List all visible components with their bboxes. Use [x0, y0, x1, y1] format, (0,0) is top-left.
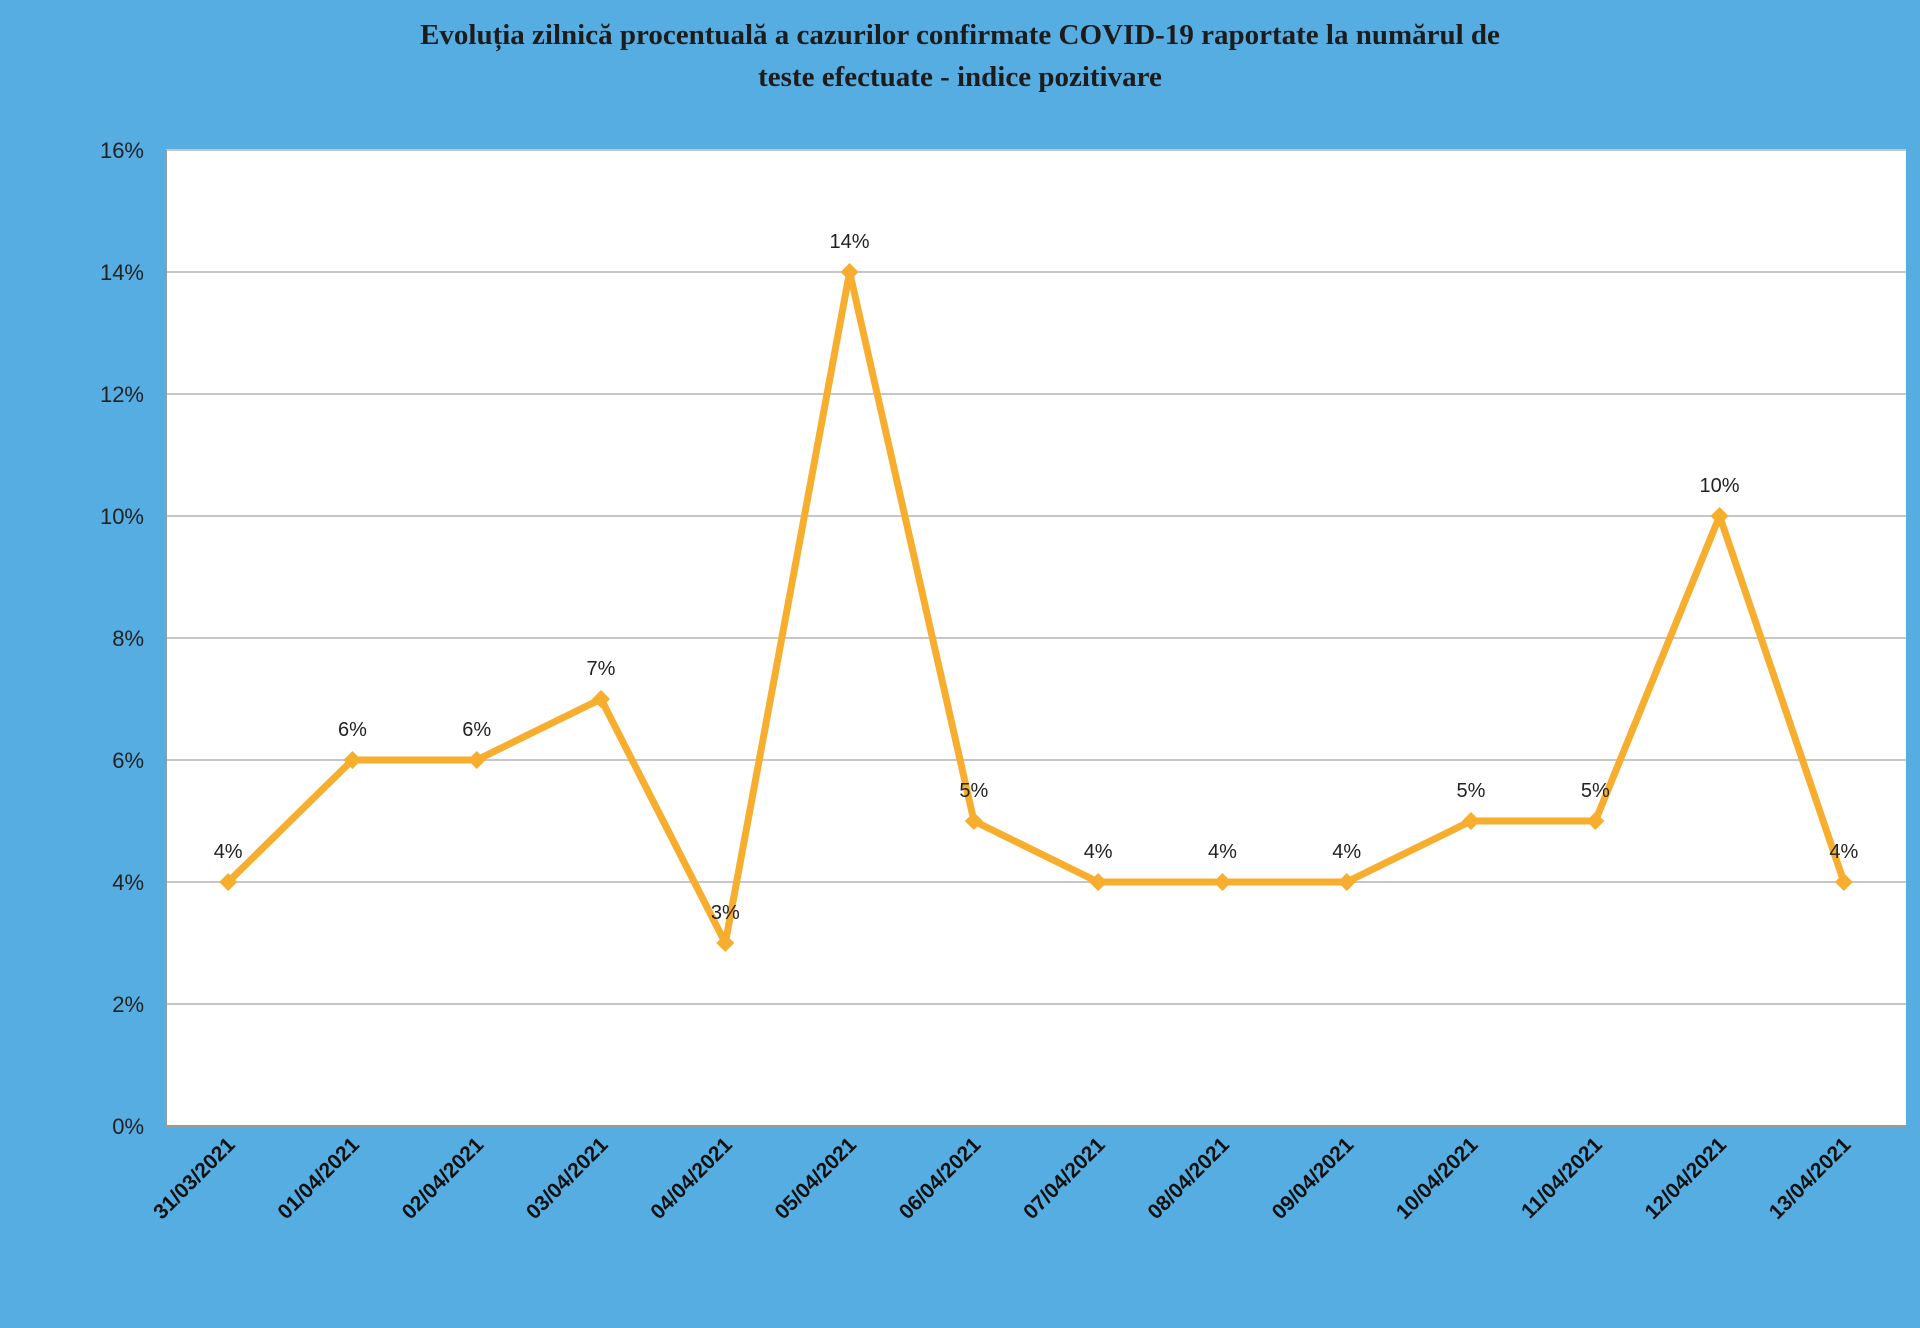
data-point-marker — [1834, 873, 1853, 891]
data-label: 10% — [1700, 475, 1740, 497]
y-tick-label: 2% — [112, 992, 144, 1017]
y-tick-label: 6% — [112, 748, 144, 773]
y-tick-label: 10% — [100, 504, 144, 529]
x-tick-label: 11/04/2021 — [1517, 1133, 1607, 1223]
data-label: 4% — [1332, 841, 1361, 863]
data-label: 5% — [959, 780, 988, 802]
x-tick-label: 04/04/2021 — [646, 1133, 737, 1224]
data-label: 5% — [1581, 780, 1610, 802]
chart-title: Evoluția zilnică procentuală a cazurilor… — [250, 14, 1670, 98]
x-tick-label: 01/04/2021 — [273, 1133, 364, 1224]
data-label: 6% — [462, 719, 491, 741]
y-tick-label: 14% — [100, 260, 144, 285]
data-point-marker — [219, 873, 238, 891]
data-label: 6% — [338, 719, 367, 741]
x-tick-label: 31/03/2021 — [149, 1133, 240, 1224]
y-tick-label: 0% — [112, 1114, 144, 1139]
data-point-marker — [1462, 812, 1480, 830]
x-tick-label: 10/04/2021 — [1392, 1133, 1483, 1224]
x-tick-label: 02/04/2021 — [398, 1133, 489, 1224]
y-tick-label: 12% — [100, 382, 144, 407]
y-axis: 0% 2% 4% 6% 8% 10% 12% 14% 16% — [100, 138, 1906, 1139]
y-tick-label: 16% — [100, 138, 144, 163]
series-group — [219, 263, 1853, 952]
x-tick-label: 13/04/2021 — [1765, 1133, 1856, 1224]
data-point-marker — [1586, 812, 1605, 830]
data-label: 4% — [1829, 841, 1858, 863]
data-point-marker — [716, 934, 735, 952]
chart-title-line-1: Evoluția zilnică procentuală a cazurilor… — [420, 19, 1500, 51]
y-tick-label: 8% — [112, 626, 144, 651]
data-point-marker — [964, 812, 983, 830]
series-line — [224, 268, 1848, 947]
data-point-marker — [343, 751, 362, 769]
chart-title-line-2: teste efectuate - indice pozitivare — [758, 61, 1162, 93]
data-labels: 4% 6% 6% 7% 3% 14% 5% 4% 4% 4% 5% 5% 10% 4% — [214, 231, 1859, 924]
data-point-marker — [1337, 873, 1356, 891]
data-point-marker — [840, 263, 859, 281]
x-tick-label: 08/04/2021 — [1143, 1133, 1234, 1224]
data-point-marker — [1213, 873, 1232, 891]
x-tick-label: 09/04/2021 — [1268, 1133, 1359, 1224]
data-label: 3% — [711, 902, 740, 924]
data-label: 4% — [1084, 841, 1113, 863]
data-point-marker — [1710, 507, 1729, 525]
data-point-marker — [592, 690, 610, 708]
data-label: 5% — [1457, 780, 1486, 802]
y-tick-label: 4% — [112, 870, 144, 895]
data-label: 7% — [587, 658, 616, 680]
x-tick-label: 07/04/2021 — [1019, 1133, 1110, 1224]
x-tick-label: 03/04/2021 — [522, 1133, 613, 1224]
data-label: 4% — [1208, 841, 1237, 863]
x-axis: 31/03/2021 01/04/2021 02/04/2021 03/04/2021… — [149, 1133, 1856, 1224]
data-point-marker — [1089, 873, 1108, 891]
data-label: 4% — [214, 841, 243, 863]
data-point-marker — [467, 751, 486, 769]
data-label: 14% — [830, 231, 870, 253]
x-tick-label: 12/04/2021 — [1641, 1133, 1732, 1224]
x-tick-label: 06/04/2021 — [895, 1133, 986, 1224]
x-tick-label: 05/04/2021 — [771, 1133, 862, 1224]
